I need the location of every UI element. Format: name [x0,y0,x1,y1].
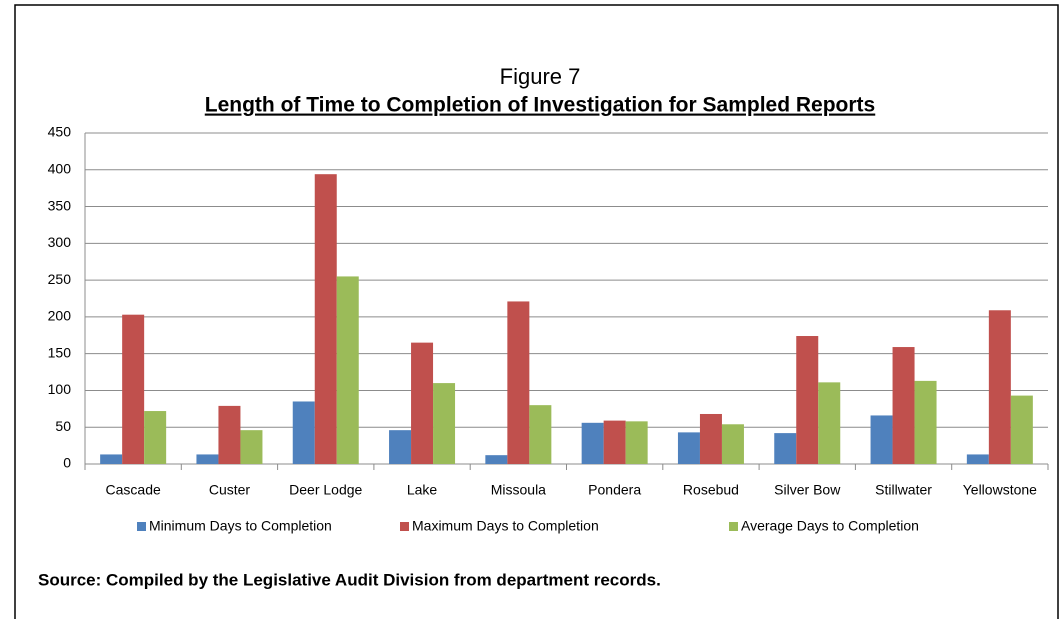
bar [1010,395,1033,464]
y-tick-label: 150 [48,344,72,360]
bar [100,454,123,464]
x-tick-label: Yellowstone [963,482,1037,498]
x-tick-label: Lake [407,482,438,498]
frame [14,4,1059,619]
bar [122,314,145,464]
source-note: Source: Compiled by the Legislative Audi… [38,570,661,589]
x-tick-label: Cascade [106,482,161,498]
bar [336,276,359,464]
bar [677,432,700,464]
legend-swatch [137,522,146,531]
bar [196,454,219,464]
bar [240,430,263,464]
bar [818,382,841,464]
bar [625,421,648,464]
bar [796,336,819,464]
bar [892,347,915,464]
legend-label: Maximum Days to Completion [412,518,599,534]
bar [292,401,315,464]
bar [507,301,530,464]
y-tick-label: 250 [48,271,72,287]
bar [581,422,604,464]
bar [774,433,797,464]
y-tick-label: 400 [48,160,72,176]
x-tick-label: Silver Bow [774,482,841,498]
bar [966,454,989,464]
legend-swatch [400,522,409,531]
bar [411,342,434,464]
bar [485,455,508,464]
legend-label: Average Days to Completion [741,518,919,534]
y-tick-label: 300 [48,234,72,250]
bar [144,411,167,464]
legend-swatch [729,522,738,531]
y-tick-label: 200 [48,308,72,324]
chart-title: Figure 7 [500,64,581,89]
x-tick-label: Stillwater [875,482,932,498]
y-tick-label: 50 [55,418,71,434]
y-tick-label: 450 [48,124,72,140]
x-tick-label: Rosebud [683,482,739,498]
y-tick-label: 350 [48,197,72,213]
bar [389,430,412,464]
y-tick-label: 0 [63,455,71,471]
bar [218,405,241,464]
bar [721,424,744,464]
x-tick-label: Custer [209,482,251,498]
bar [988,310,1011,464]
bar [433,383,456,464]
legend-label: Minimum Days to Completion [149,518,332,534]
x-tick-label: Pondera [588,482,641,498]
y-tick-label: 100 [48,381,72,397]
chart-subtitle: Length of Time to Completion of Investig… [205,94,875,117]
bar [870,415,893,464]
bar [603,420,626,464]
x-tick-label: Missoula [491,482,546,498]
bar [314,174,337,465]
bar [914,380,937,464]
bar [529,405,552,464]
x-tick-label: Deer Lodge [289,482,362,498]
bar [699,413,722,464]
